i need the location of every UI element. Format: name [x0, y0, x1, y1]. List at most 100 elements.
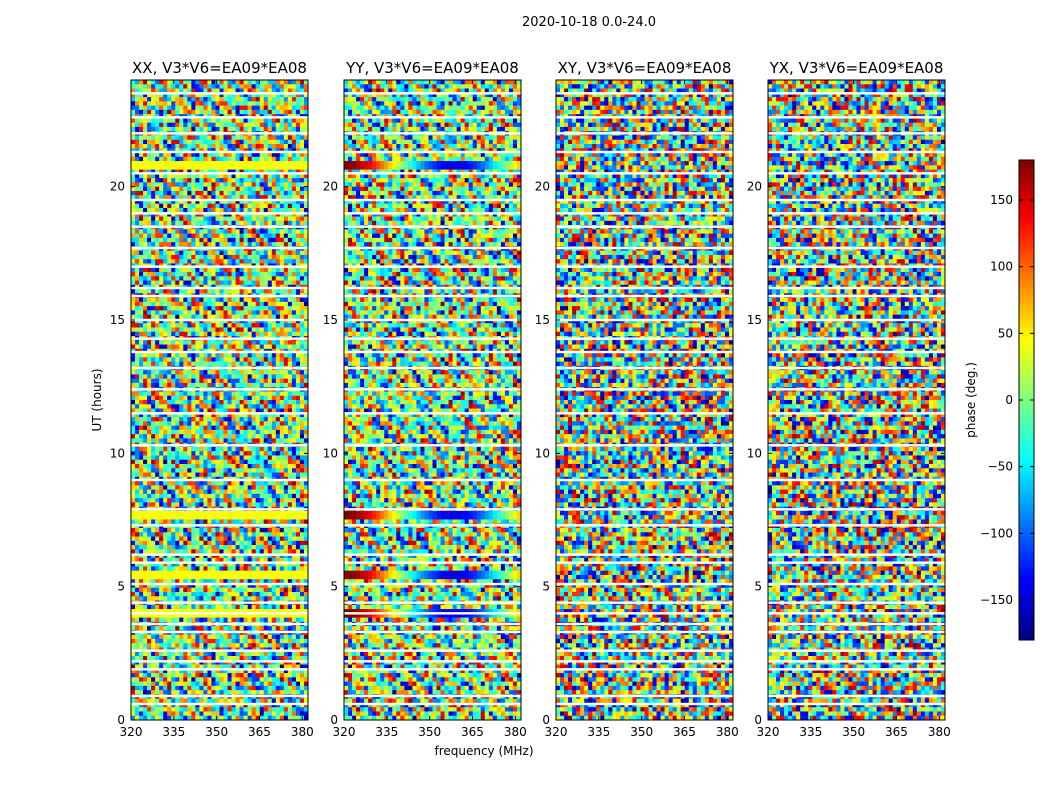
y-tick-label: 0	[117, 713, 125, 727]
flagged-gap	[556, 286, 733, 290]
flagged-gap	[131, 553, 308, 556]
colorbar-tick-label: −150	[980, 593, 1013, 607]
colorbar-segment	[1019, 388, 1034, 393]
flagged-gap	[131, 524, 308, 527]
colorbar-segment	[1019, 264, 1034, 269]
flagged-gap	[768, 553, 945, 556]
flagged-gap	[344, 212, 521, 215]
flagged-gap	[768, 444, 945, 447]
flagged-gap	[768, 694, 945, 698]
flagged-gap	[768, 225, 945, 228]
colorbar-segment	[1019, 164, 1034, 169]
flagged-gap	[344, 694, 521, 698]
colorbar-segment	[1019, 216, 1034, 221]
colorbar-segment	[1019, 252, 1034, 257]
flagged-gap	[768, 294, 945, 298]
flagged-gap	[131, 630, 308, 634]
flagged-gap	[131, 694, 308, 698]
flagged-gap	[556, 265, 733, 268]
colorbar-segment	[1019, 408, 1034, 413]
flagged-gap	[556, 212, 733, 215]
flagged-gap	[556, 694, 733, 698]
colorbar-segment	[1019, 208, 1034, 213]
colorbar-segment	[1019, 516, 1034, 521]
flagged-gap	[344, 198, 521, 202]
x-tick-label: 365	[461, 725, 484, 739]
colorbar-segment	[1019, 212, 1034, 217]
flagged-gap	[131, 668, 308, 671]
flagged-gap	[131, 508, 308, 511]
flagged-gap	[131, 198, 308, 202]
x-tick-label: 350	[842, 725, 865, 739]
colorbar-segment	[1019, 420, 1034, 425]
colorbar-segment	[1019, 404, 1034, 409]
colorbar-tick-label: 50	[998, 326, 1013, 340]
colorbar-segment	[1019, 268, 1034, 273]
flagged-gap	[556, 150, 733, 154]
panel-frame	[767, 79, 946, 721]
colorbar-segment	[1019, 592, 1034, 597]
flagged-gap	[131, 150, 308, 154]
colorbar-segment	[1019, 504, 1034, 509]
flagged-gap	[344, 508, 521, 511]
y-tick-label: 10	[535, 446, 550, 460]
x-tick-label: 380	[928, 725, 951, 739]
colorbar-segment	[1019, 332, 1034, 337]
colorbar-segment	[1019, 528, 1034, 533]
flagged-gap	[131, 612, 308, 615]
flagged-gap	[556, 660, 733, 663]
flagged-gap	[344, 444, 521, 447]
x-tick-label: 320	[120, 725, 143, 739]
flagged-gap	[131, 132, 308, 135]
colorbar-segment	[1019, 356, 1034, 361]
x-tick-label: 335	[162, 725, 185, 739]
flagged-gap	[556, 702, 733, 706]
flagged-gap	[344, 265, 521, 268]
flagged-gap	[344, 225, 521, 228]
flagged-gap	[344, 388, 521, 391]
flagged-gap	[768, 412, 945, 415]
flagged-gap	[344, 318, 521, 322]
colorbar-segment	[1019, 336, 1034, 341]
colorbar-segment	[1019, 580, 1034, 585]
colorbar-segment	[1019, 328, 1034, 333]
colorbar-segment	[1019, 256, 1034, 261]
flagged-gap	[556, 337, 733, 340]
flagged-gap	[556, 132, 733, 135]
flagged-gap	[556, 622, 733, 626]
colorbar-segment	[1019, 588, 1034, 593]
flagged-gap	[556, 478, 733, 482]
colorbar-segment	[1019, 544, 1034, 549]
flagged-gap	[131, 92, 308, 95]
x-tick-label: 320	[757, 725, 780, 739]
colorbar-segment	[1019, 464, 1034, 469]
y-axis-label: UT (hours)	[90, 368, 104, 431]
flagged-gap	[768, 524, 945, 527]
colorbar-segment	[1019, 192, 1034, 197]
colorbar-tick-label: 100	[990, 260, 1013, 274]
heatmap-yx	[768, 80, 946, 721]
x-tick-label: 350	[205, 725, 228, 739]
colorbar-segment	[1019, 508, 1034, 513]
flagged-gap	[344, 630, 521, 634]
colorbar-segment	[1019, 232, 1034, 237]
colorbar-segment	[1019, 168, 1034, 173]
colorbar-segment	[1019, 616, 1034, 621]
flagged-gap	[768, 337, 945, 340]
colorbar-segment	[1019, 608, 1034, 613]
colorbar-segment	[1019, 348, 1034, 353]
colorbar-segment	[1019, 196, 1034, 201]
flagged-gap	[556, 225, 733, 228]
colorbar-segment	[1019, 260, 1034, 265]
flagged-gap	[344, 478, 521, 482]
flagged-gap	[768, 212, 945, 215]
y-tick-label: 20	[535, 180, 550, 194]
colorbar-segment	[1019, 352, 1034, 357]
colorbar-segment	[1019, 204, 1034, 209]
colorbar-segment	[1019, 500, 1034, 505]
colorbar-segment	[1019, 160, 1034, 165]
colorbar-segment	[1019, 512, 1034, 517]
colorbar-segment	[1019, 532, 1034, 537]
colorbar-segment	[1019, 444, 1034, 449]
